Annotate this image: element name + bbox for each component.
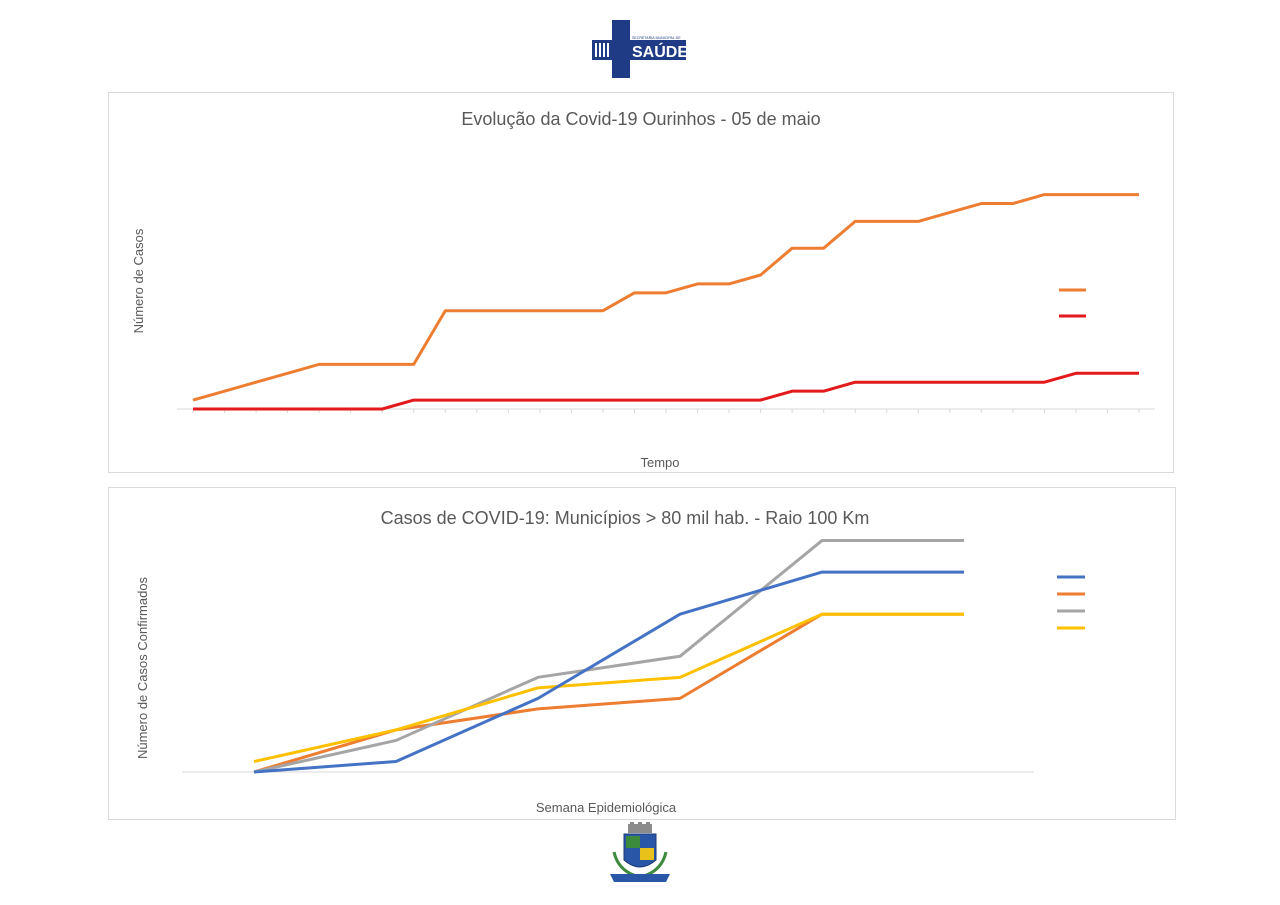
chart-panel-municipios: Casos de COVID-19: Municípios > 80 mil h… bbox=[108, 487, 1176, 820]
chart-panel-evolucao: Evolução da Covid-19 Ourinhos - 05 de ma… bbox=[108, 92, 1174, 473]
y-axis-label: Número de Casos Confirmados bbox=[135, 576, 150, 759]
secretaria-saude-logo: SECRETARIA MUNICIPAL DE SAÚDE bbox=[592, 20, 692, 80]
series-line-obito bbox=[193, 371, 1139, 411]
x-axis-label: Semana Epidemiológica bbox=[536, 800, 677, 815]
logo-big-text: SAÚDE bbox=[632, 42, 688, 61]
chart-municipios-svg: Casos de COVID-19: Municípios > 80 mil h… bbox=[135, 508, 1085, 815]
chart-title: Casos de COVID-19: Municípios > 80 mil h… bbox=[381, 508, 870, 528]
y-axis-label: Número de Casos bbox=[131, 228, 146, 333]
series-line-marilia bbox=[253, 612, 964, 763]
x-axis-label: Tempo bbox=[640, 455, 679, 470]
chart-evolucao-svg: Evolução da Covid-19 Ourinhos - 05 de ma… bbox=[131, 109, 1155, 470]
chart-title: Evolução da Covid-19 Ourinhos - 05 de ma… bbox=[461, 109, 820, 129]
series-line-ourinhos bbox=[253, 570, 964, 774]
municipal-crest-logo bbox=[606, 822, 674, 886]
series-line-confirmado bbox=[192, 193, 1139, 402]
series-line-avare bbox=[253, 539, 964, 774]
logo-small-text: SECRETARIA MUNICIPAL DE bbox=[632, 36, 681, 40]
